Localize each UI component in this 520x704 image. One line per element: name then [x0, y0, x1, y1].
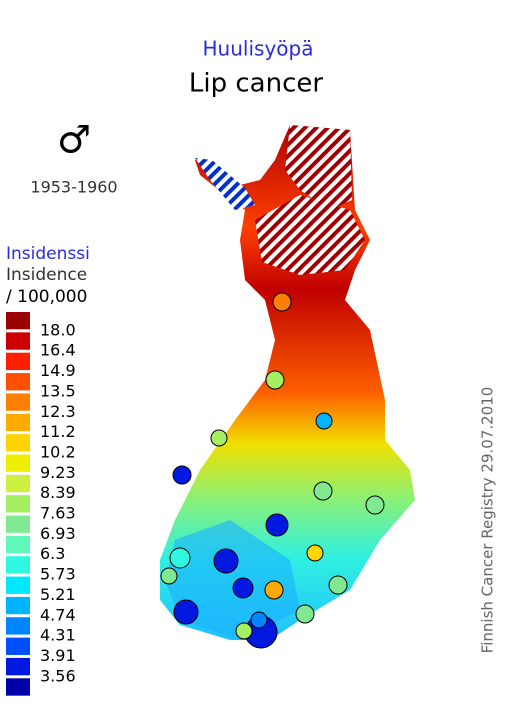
- legend-label: 8.39: [40, 483, 76, 502]
- legend-label: 13.5: [40, 381, 76, 400]
- legend-label: 14.9: [40, 361, 76, 380]
- legend-label: 4.74: [40, 605, 76, 624]
- legend-label: 9.23: [40, 463, 76, 482]
- marker: [328, 575, 348, 595]
- legend-swatch: [6, 352, 30, 371]
- legend-swatch: [6, 454, 30, 472]
- hatched-west: [195, 158, 255, 210]
- south-blue: [165, 520, 300, 640]
- marker: [272, 292, 292, 312]
- hatched-north: [285, 125, 352, 210]
- legend-swatch: [6, 535, 30, 554]
- legend-swatch: [6, 556, 30, 574]
- sex-symbol: ♂: [57, 118, 91, 162]
- legend-swatch: [6, 495, 30, 513]
- legend-swatch: [6, 413, 30, 432]
- legend-label: 3.56: [40, 666, 76, 685]
- legend-label: 3.91: [40, 646, 76, 665]
- legend-label: 16.4: [40, 341, 76, 360]
- legend-title-fi: Insidenssi: [6, 244, 90, 264]
- marker: [295, 604, 315, 624]
- marker: [315, 412, 333, 430]
- legend-swatch: [6, 434, 30, 452]
- legend-label: 11.2: [40, 422, 76, 441]
- marker: [232, 577, 254, 599]
- marker: [210, 429, 228, 447]
- marker: [172, 465, 192, 485]
- legend-label: 7.63: [40, 504, 76, 523]
- credit: Finnish Cancer Registry 29.07.2010: [479, 387, 497, 654]
- marker: [265, 370, 285, 390]
- marker: [265, 513, 289, 537]
- region-markers: [160, 292, 385, 649]
- legend-swatch: [6, 637, 30, 655]
- marker: [235, 622, 253, 640]
- legend-swatch: [6, 617, 30, 635]
- legend-label: 12.3: [40, 402, 76, 421]
- marker: [250, 611, 268, 629]
- marker: [264, 580, 284, 600]
- legend-swatch: [6, 657, 30, 676]
- marker: [213, 548, 239, 574]
- marker: [173, 599, 199, 625]
- title-en: Lip cancer: [189, 69, 323, 99]
- marker: [169, 547, 191, 569]
- legend-title-en: Insidence: [6, 265, 87, 285]
- marker: [313, 481, 333, 501]
- legend-swatch: [6, 393, 30, 411]
- legend-swatch: [6, 373, 30, 391]
- marker: [365, 495, 385, 515]
- legend-label: 10.2: [40, 442, 76, 461]
- legend-swatch: [6, 678, 30, 696]
- legend-swatch: [6, 312, 30, 330]
- legend-label: 18.0: [40, 320, 76, 339]
- title-fi: Huulisyöpä: [203, 37, 314, 61]
- legend-swatch: [6, 332, 30, 350]
- legend-swatch: [6, 596, 30, 615]
- legend-label: 5.21: [40, 585, 76, 604]
- legend-swatch: [6, 474, 30, 493]
- legend-swatch: [6, 515, 30, 533]
- marker: [306, 544, 324, 562]
- period: 1953-1960: [30, 178, 117, 197]
- legend-label: 4.31: [40, 626, 76, 645]
- legend-swatch: [6, 576, 30, 594]
- legend-label: 6.3: [40, 544, 65, 563]
- marker: [160, 567, 178, 585]
- legend-label: 6.93: [40, 524, 76, 543]
- map: [160, 125, 415, 649]
- legend-unit: / 100,000: [6, 287, 87, 307]
- hatched-middle: [255, 195, 365, 275]
- legend-label: 5.73: [40, 565, 76, 584]
- legend: 18.0 16.414.913.5 12.311.210.2 9.238.39 7.63…: [6, 312, 76, 696]
